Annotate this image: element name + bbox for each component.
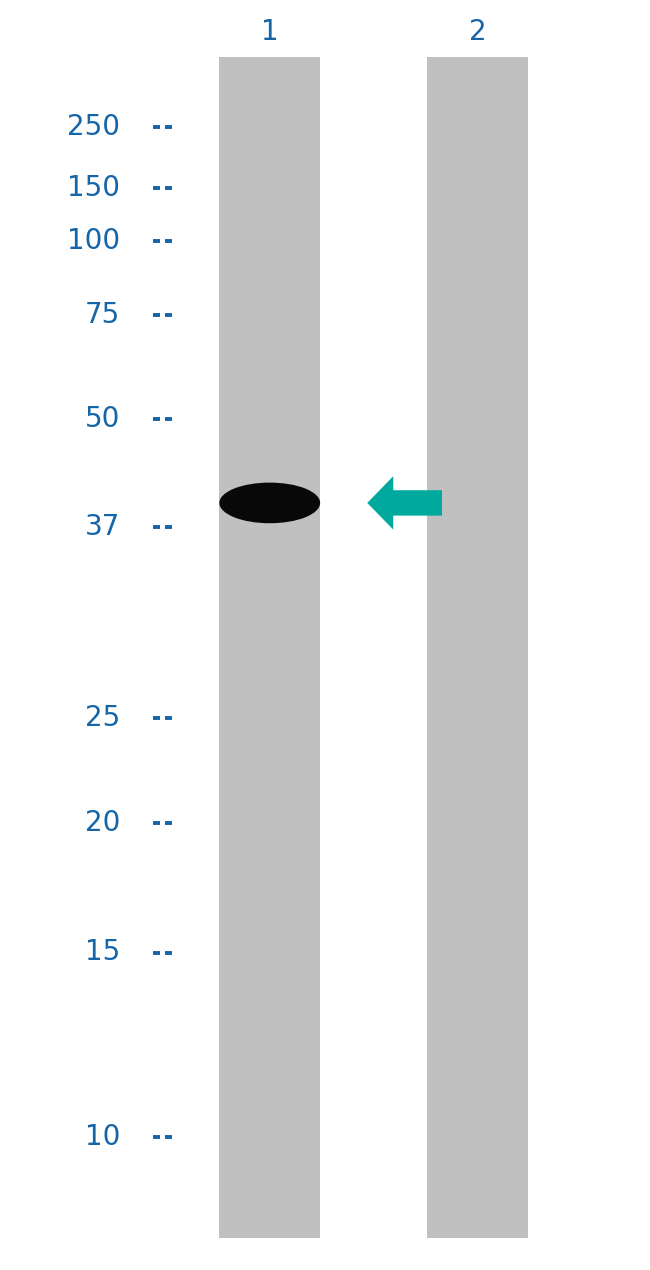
Text: 10: 10 xyxy=(85,1123,120,1151)
FancyArrow shape xyxy=(367,476,442,530)
Text: 2: 2 xyxy=(469,18,487,46)
Text: 20: 20 xyxy=(85,809,120,837)
Text: 37: 37 xyxy=(85,513,120,541)
Text: 100: 100 xyxy=(67,227,120,255)
Text: 15: 15 xyxy=(85,939,120,966)
Bar xyxy=(428,57,528,1238)
Text: 250: 250 xyxy=(67,113,120,141)
Text: 25: 25 xyxy=(85,704,120,732)
Ellipse shape xyxy=(220,483,320,523)
Text: 50: 50 xyxy=(85,405,120,433)
Text: 75: 75 xyxy=(85,301,120,329)
Bar xyxy=(219,57,320,1238)
Text: 150: 150 xyxy=(67,174,120,202)
Text: 1: 1 xyxy=(261,18,279,46)
